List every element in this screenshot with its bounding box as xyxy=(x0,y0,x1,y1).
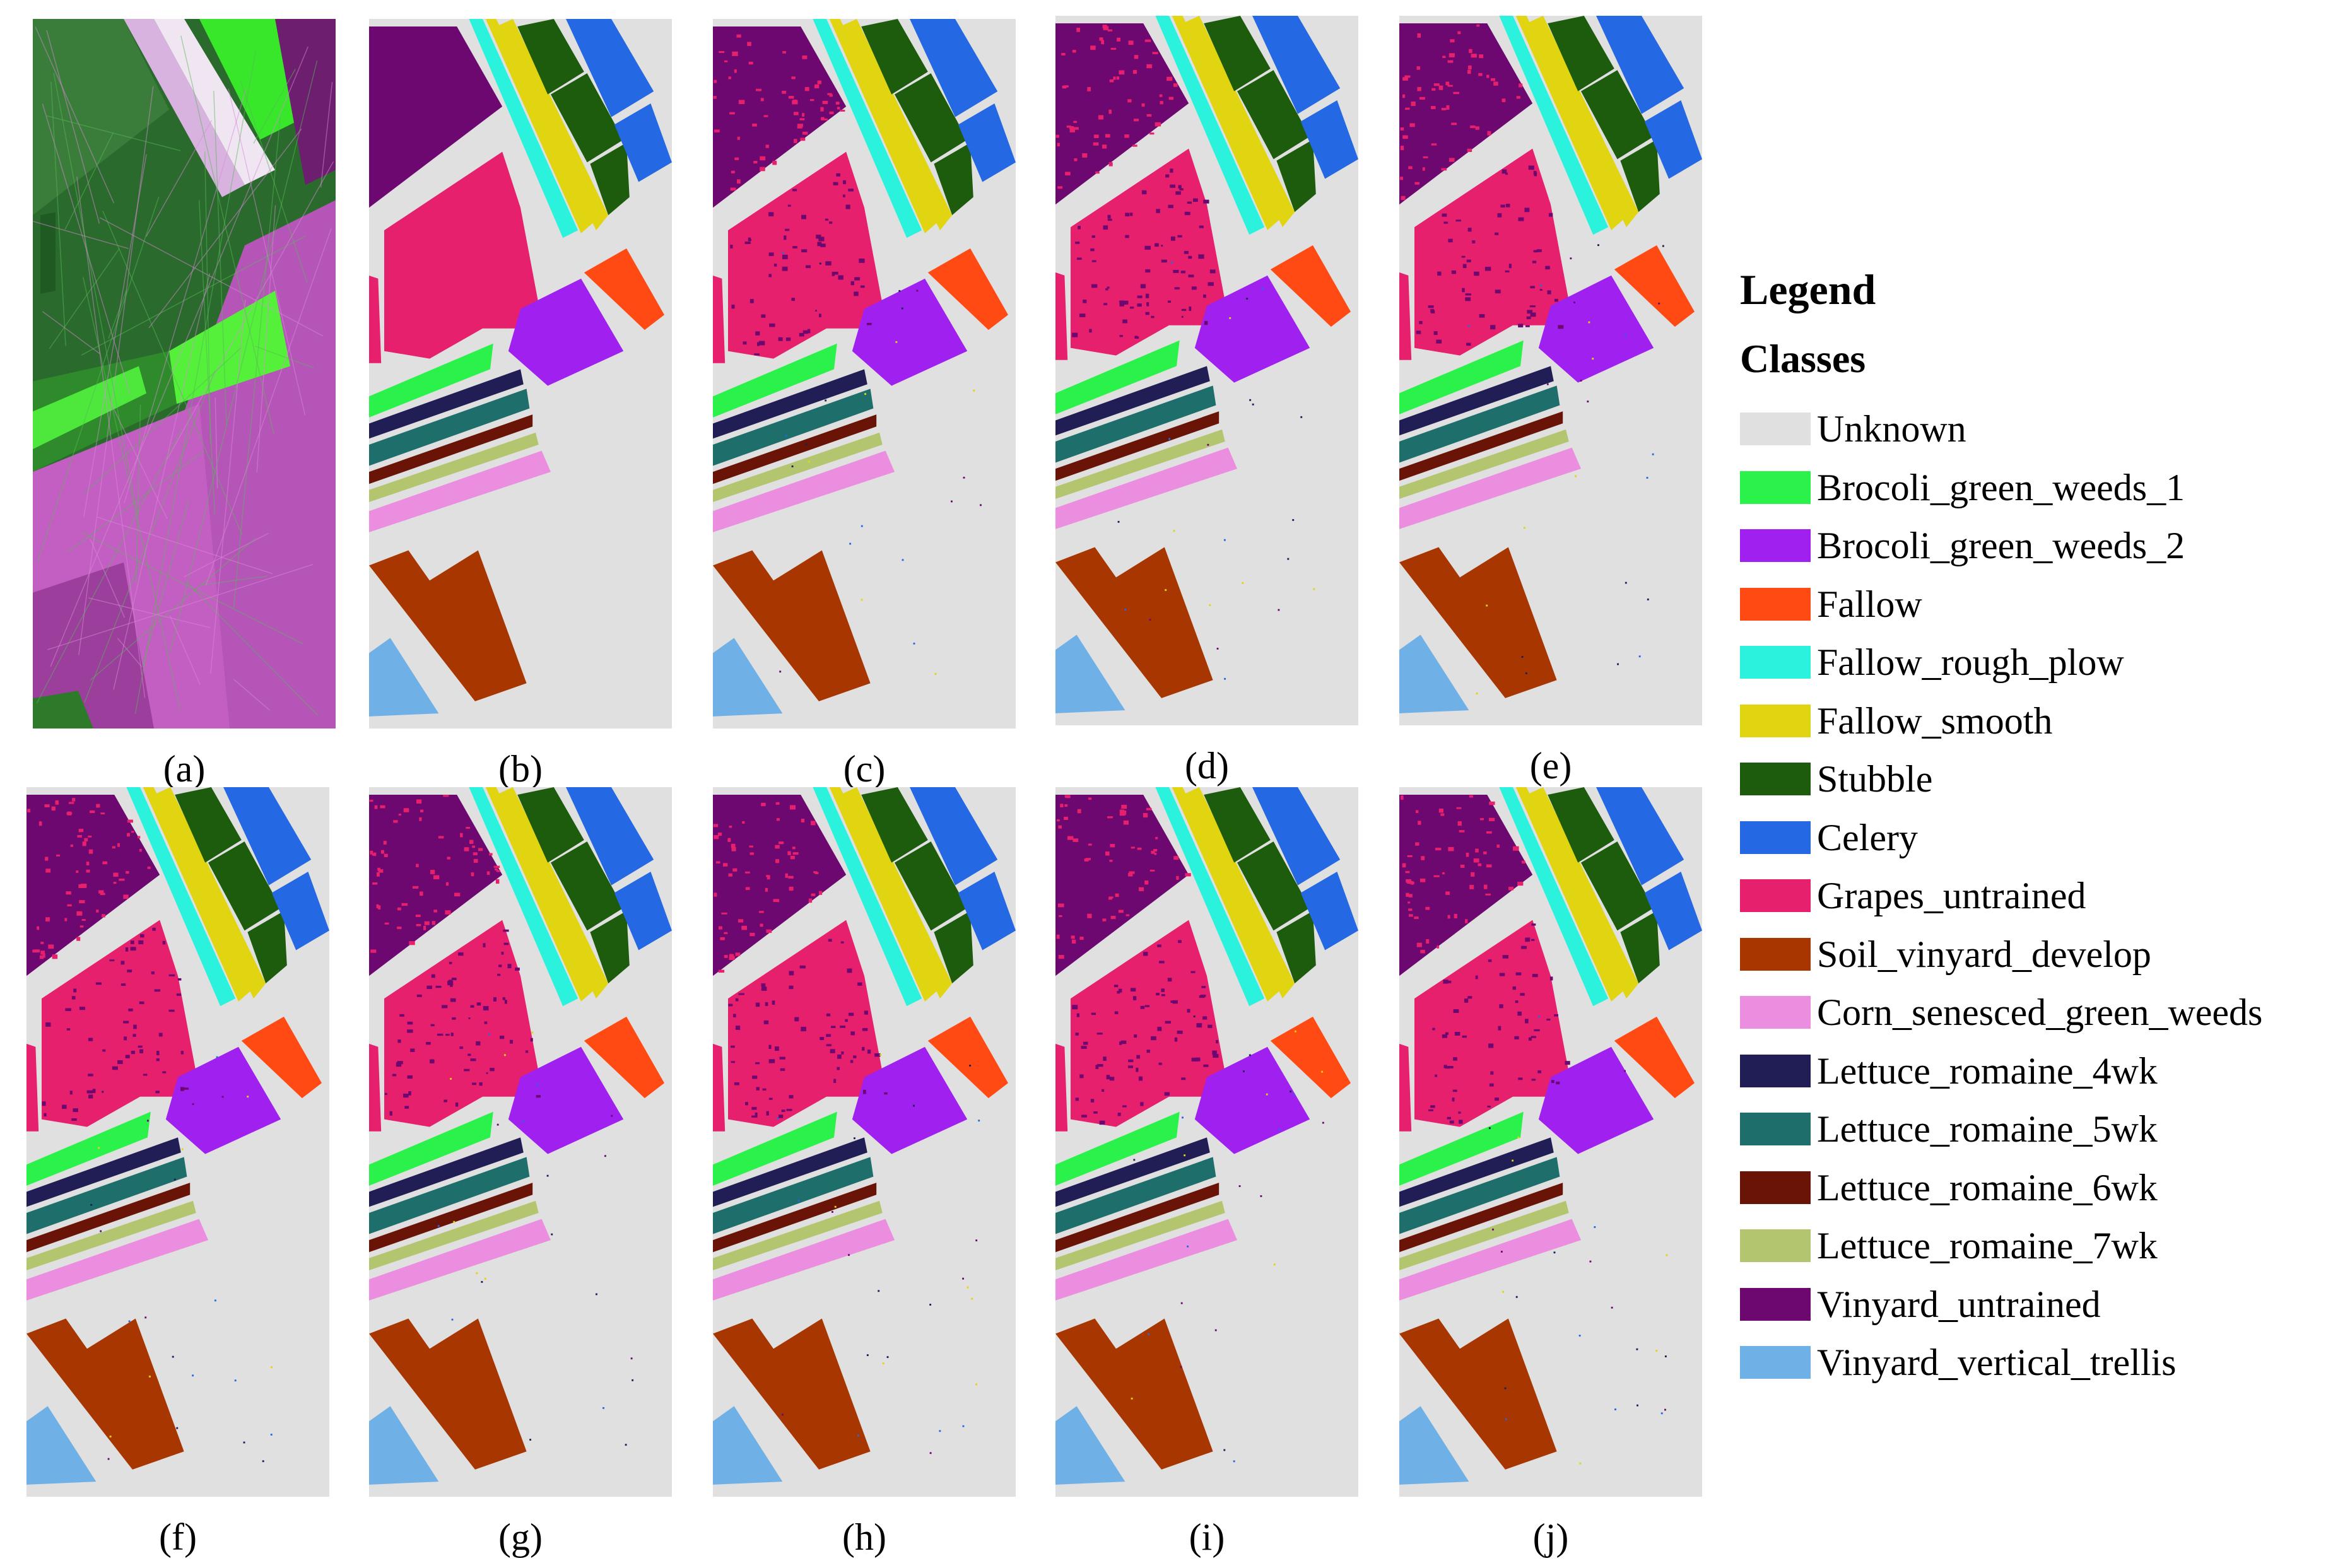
legend-swatch xyxy=(1740,937,1811,971)
panel-caption: (a) xyxy=(163,748,206,790)
map-image-c xyxy=(713,19,1016,728)
legend-swatch xyxy=(1740,412,1811,445)
map-panel-i: (i) xyxy=(1055,787,1358,1558)
legend-item: Lettuce_romaine_4wk xyxy=(1740,1051,2320,1109)
legend-swatch xyxy=(1740,1171,1811,1204)
legend-label: Stubble xyxy=(1817,758,1933,800)
legend-item: Vinyard_vertical_trellis xyxy=(1740,1342,2320,1401)
legend-label: Brocoli_green_weeds_2 xyxy=(1817,525,2185,566)
legend-label: Fallow xyxy=(1817,583,1922,625)
panel-caption: (i) xyxy=(1189,1516,1225,1558)
map-panel-d: (d) xyxy=(1055,16,1358,787)
legend-swatch xyxy=(1740,1113,1811,1145)
map-panel-c: (c) xyxy=(713,19,1016,790)
panel-caption: (d) xyxy=(1185,745,1229,787)
legend-swatch xyxy=(1740,1287,1811,1321)
map-image-h xyxy=(713,787,1016,1497)
legend-label: Unknown xyxy=(1817,408,1966,450)
legend-item: Lettuce_romaine_5wk xyxy=(1740,1109,2320,1167)
map-image-f xyxy=(26,787,329,1497)
legend-swatch xyxy=(1740,587,1811,621)
panel-caption: (h) xyxy=(842,1516,886,1558)
legend-label: Lettuce_romaine_5wk xyxy=(1817,1108,2158,1150)
legend-swatch xyxy=(1740,763,1811,795)
map-panel-a: (a) xyxy=(33,19,336,790)
legend-item: Brocoli_green_weeds_2 xyxy=(1740,525,2320,584)
legend-item: Celery xyxy=(1740,817,2320,876)
legend-item: Soil_vinyard_develop xyxy=(1740,934,2320,993)
legend-item: Vinyard_untrained xyxy=(1740,1284,2320,1343)
legend-label: Lettuce_romaine_6wk xyxy=(1817,1166,2158,1208)
legend-label: Soil_vinyard_develop xyxy=(1817,933,2151,975)
panel-caption: (c) xyxy=(843,748,886,790)
legend-label: Lettuce_romaine_7wk xyxy=(1817,1225,2158,1267)
legend-label: Brocoli_green_weeds_1 xyxy=(1817,466,2185,508)
map-panel-g: (g) xyxy=(369,787,672,1558)
panel-caption: (e) xyxy=(1529,745,1572,787)
map-panel-h: (h) xyxy=(713,787,1016,1558)
map-image-j xyxy=(1399,787,1702,1497)
map-panel-j: (j) xyxy=(1399,787,1702,1558)
legend-swatch xyxy=(1740,471,1811,504)
map-image-g xyxy=(369,787,672,1497)
legend-label: Corn_senesced_green_weeds xyxy=(1817,992,2263,1033)
legend-label: Grapes_untrained xyxy=(1817,875,2086,916)
legend-item: Unknown xyxy=(1740,409,2320,467)
map-image-d xyxy=(1055,16,1358,725)
legend-swatch xyxy=(1740,1229,1811,1262)
legend-item: Brocoli_green_weeds_1 xyxy=(1740,467,2320,526)
legend-label: Fallow_rough_plow xyxy=(1817,641,2124,683)
legend-swatch xyxy=(1740,646,1811,679)
legend-swatch xyxy=(1740,704,1811,737)
legend-label: Lettuce_romaine_4wk xyxy=(1817,1050,2158,1092)
legend-swatch xyxy=(1740,529,1811,562)
legend-swatch xyxy=(1740,996,1811,1029)
legend-swatch xyxy=(1740,821,1811,854)
legend-item: Grapes_untrained xyxy=(1740,875,2320,934)
legend-item: Fallow_rough_plow xyxy=(1740,642,2320,701)
panel-caption: (g) xyxy=(498,1516,543,1558)
legend-swatch xyxy=(1740,1054,1811,1087)
legend-swatch xyxy=(1740,879,1811,912)
legend-subtitle: Classes xyxy=(1740,336,1866,381)
legend-list: Unknown Brocoli_green_weeds_1 Brocoli_gree… xyxy=(1740,409,2320,1401)
legend-item: Stubble xyxy=(1740,759,2320,817)
panel-caption: (b) xyxy=(498,748,543,790)
map-image-i xyxy=(1055,787,1358,1497)
legend-item: Fallow xyxy=(1740,584,2320,643)
legend-item: Corn_senesced_green_weeds xyxy=(1740,992,2320,1051)
legend-label: Vinyard_untrained xyxy=(1817,1283,2101,1325)
legend-swatch xyxy=(1740,1346,1811,1379)
map-panel-b: (b) xyxy=(369,19,672,790)
map-image-b xyxy=(369,19,672,728)
panel-caption: (j) xyxy=(1532,1516,1569,1558)
map-panel-e: (e) xyxy=(1399,16,1702,787)
map-image-e xyxy=(1399,16,1702,725)
legend-label: Fallow_smooth xyxy=(1817,699,2053,742)
legend-label: Vinyard_vertical_trellis xyxy=(1817,1342,2177,1383)
map-panel-f: (f) xyxy=(26,787,329,1558)
legend-item: Fallow_smooth xyxy=(1740,701,2320,759)
legend-title: Legend xyxy=(1740,266,1876,313)
legend-item: Lettuce_romaine_6wk xyxy=(1740,1167,2320,1226)
legend-label: Celery xyxy=(1817,816,1918,858)
legend-item: Lettuce_romaine_7wk xyxy=(1740,1226,2320,1284)
panel-caption: (f) xyxy=(159,1516,197,1558)
map-image-a xyxy=(33,19,336,728)
